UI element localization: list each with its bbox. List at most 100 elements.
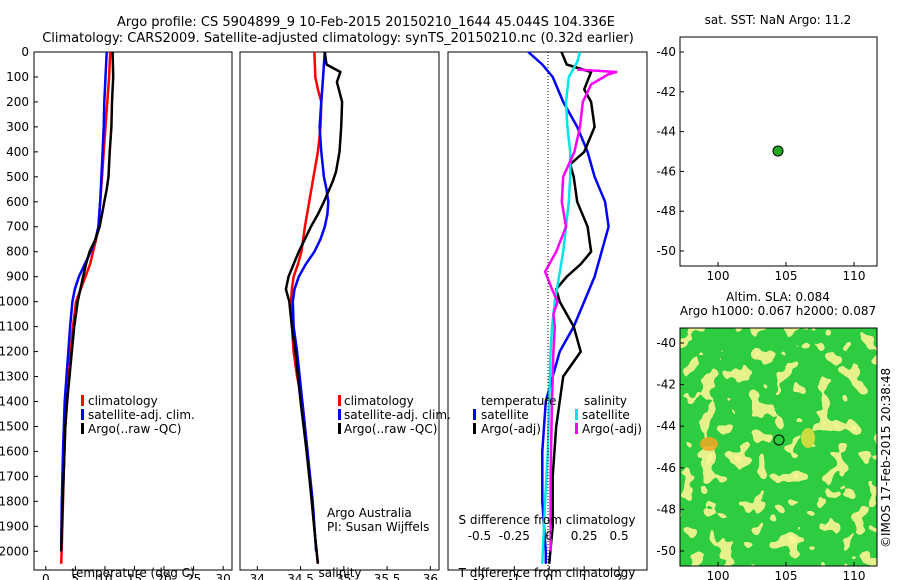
- map-lon-label: 100: [707, 269, 730, 283]
- map-lon-label: 110: [843, 569, 866, 580]
- temperature-series-argo-raw-qc-: [59, 51, 115, 552]
- map-lon-label: 110: [843, 269, 866, 283]
- sst-map-axes: -40 -42 -44 -46 -48 -50 100 105 110: [656, 45, 865, 283]
- sst-map-frame: [679, 36, 878, 267]
- difference-x-axis: -2 -1 0 1 2: [473, 566, 623, 580]
- depth-tick-label: 2000: [0, 544, 29, 558]
- difference-series-salinity-satellite: [541, 51, 582, 564]
- temperature-series-satellite-adj-clim-: [59, 51, 108, 552]
- s-difference-tick-label: 0.25: [571, 529, 598, 543]
- sla-map-warm-spot: [700, 437, 718, 451]
- map-lon-label: 105: [775, 269, 798, 283]
- depth-tick-label: 1500: [0, 419, 29, 433]
- map-lat-label: -48: [656, 204, 676, 218]
- temperature-legend-satellite: satellite-adj. clim.: [88, 408, 195, 422]
- map-lat-label: -50: [656, 244, 676, 258]
- x-tick-label: 0: [42, 572, 50, 580]
- map-lat-label: -46: [656, 461, 676, 475]
- depth-tick-label: 1800: [0, 494, 29, 508]
- map-lat-label: -50: [656, 544, 676, 558]
- x-tick-label: 30: [215, 572, 230, 580]
- x-tick-label: -2: [473, 572, 485, 580]
- map-lat-label: -48: [656, 502, 676, 516]
- s-difference-tick-label: 0.5: [610, 529, 629, 543]
- map-lat-label: -46: [656, 164, 676, 178]
- sla-map-field: [680, 328, 877, 566]
- salinity-legend: climatology satellite-adj. clim. Argo(..…: [338, 394, 451, 436]
- sla-map-title-line2: Argo h1000: 0.067 h2000: 0.087: [680, 304, 876, 318]
- depth-tick-label: 700: [6, 220, 29, 234]
- sal-legend-swatch-climatology: [338, 395, 341, 406]
- sal-legend-swatch-satellite-adj: [338, 409, 341, 420]
- depth-tick-label: 500: [6, 170, 29, 184]
- legend-temperature-title: temperature: [481, 394, 556, 408]
- map-lon-label: 105: [775, 569, 798, 580]
- x-tick-label: 25: [186, 572, 201, 580]
- x-tick-label: 10: [97, 572, 112, 580]
- depth-tick-label: 1700: [0, 469, 29, 483]
- depth-tick-label: 1200: [0, 345, 29, 359]
- x-tick-label: 34.5: [287, 572, 314, 580]
- legend-salinity-title: salinity: [584, 394, 627, 408]
- sla-map-warm-spot-2: [801, 428, 815, 448]
- imos-credit: ©IMOS 17-Feb-2015 20:38:48: [879, 368, 893, 548]
- legend-t-satellite: satellite: [481, 408, 529, 422]
- salinity-note-pi: PI: Susan Wijffels: [327, 520, 429, 534]
- sal-legend-swatch-argo: [338, 423, 341, 434]
- map-lat-label: -42: [656, 378, 676, 392]
- legend-swatch-satellite-adj: [81, 409, 84, 420]
- map-lat-label: -40: [656, 45, 676, 59]
- x-tick-label: 36: [423, 572, 438, 580]
- diff-legend-swatch-s-argo: [575, 423, 578, 434]
- map-lat-label: -44: [656, 125, 676, 139]
- depth-tick-label: 200: [6, 95, 29, 109]
- legend-s-satellite: satellite: [582, 408, 630, 422]
- depth-tick-label: 0: [21, 45, 29, 59]
- sla-map-axes: -40 -42 -44 -46 -48 -50 100 105 110: [656, 336, 865, 580]
- salinity-series-argo-raw-qc-: [284, 51, 344, 564]
- salinity-xlabel: salinity: [318, 566, 361, 580]
- x-tick-label: 5: [72, 572, 80, 580]
- salinity-x-axis: 34 34.5 35 35.5 36: [250, 566, 438, 580]
- temperature-x-axis: 0 5 10 15 20 25 30: [42, 566, 231, 580]
- salinity-series-climatology: [289, 51, 323, 564]
- sla-map-frame: [679, 327, 878, 567]
- diff-legend-swatch-s-satellite: [575, 409, 578, 420]
- salinity-legend-climatology: climatology: [344, 394, 414, 408]
- map-lat-label: -40: [656, 336, 676, 350]
- temperature-legend-climatology: climatology: [88, 394, 158, 408]
- salinity-note-argo-australia: Argo Australia: [327, 506, 412, 520]
- x-tick-label: 35.5: [374, 572, 401, 580]
- x-tick-label: 35: [336, 572, 351, 580]
- depth-tick-label: 1300: [0, 370, 29, 384]
- depth-tick-label: 600: [6, 195, 29, 209]
- s-difference-tick-label: -0.5: [468, 529, 491, 543]
- legend-t-argo: Argo(-adj): [481, 422, 541, 436]
- depth-tick-label: 800: [6, 245, 29, 259]
- x-tick-label: 2: [615, 572, 623, 580]
- temperature-legend: climatology satellite-adj. clim. Argo(..…: [81, 394, 195, 436]
- x-tick-label: 15: [127, 572, 142, 580]
- temperature-panel-frame: [33, 51, 233, 571]
- s-difference-tick-label: 0: [545, 529, 553, 543]
- x-tick-label: -1: [508, 572, 520, 580]
- depth-tick-label: 1000: [0, 295, 29, 309]
- figure-title-line2: Climatology: CARS2009. Satellite-adjuste…: [42, 31, 634, 46]
- map-lat-label: -44: [656, 419, 676, 433]
- x-tick-label: 34: [250, 572, 265, 580]
- diff-legend-swatch-t-satellite: [473, 409, 476, 420]
- s-difference-tick-labels: -0.5 -0.25 0 0.25 0.5: [468, 529, 629, 543]
- depth-tick-label: 1100: [0, 320, 29, 334]
- x-tick-label: 0: [545, 572, 553, 580]
- depth-tick-label: 900: [6, 270, 29, 284]
- depth-tick-label: 300: [6, 120, 29, 134]
- map-lon-label: 100: [707, 569, 730, 580]
- depth-tick-label: 100: [6, 70, 29, 84]
- legend-swatch-argo: [81, 423, 84, 434]
- x-tick-label: 1: [580, 572, 588, 580]
- depth-tick-label: 400: [6, 145, 29, 159]
- depth-tick-label: 1400: [0, 394, 29, 408]
- figure-title-line1: Argo profile: CS 5904899_9 10-Feb-2015 2…: [117, 15, 615, 30]
